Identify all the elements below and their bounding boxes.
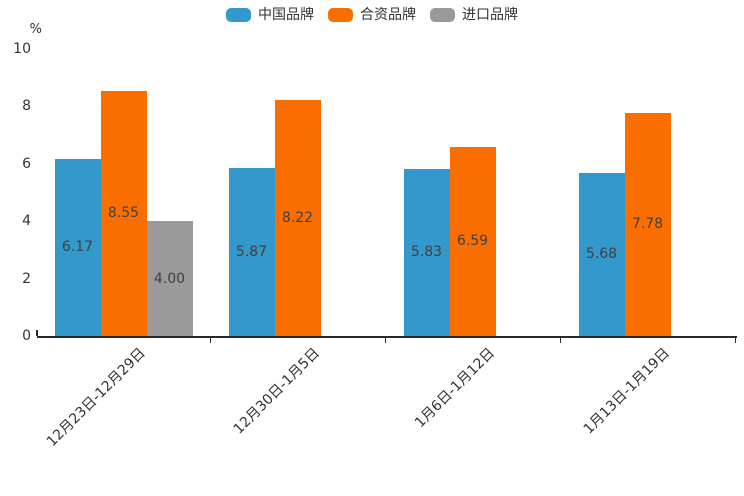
legend-label: 进口品牌 [462, 7, 518, 23]
y-tick-label: 8 [22, 98, 31, 115]
legend: 中国品牌 合资品牌 进口品牌 [0, 8, 744, 22]
legend-label: 中国品牌 [258, 7, 314, 23]
bar-value-label: 8.55 [107, 205, 140, 222]
x-axis-line [37, 336, 737, 338]
x-axis-tick [385, 338, 386, 343]
x-category-label: 1月13日-1月19日 [580, 345, 673, 438]
axis-corner-tick [36, 330, 38, 336]
legend-item-1[interactable]: 合资品牌 [328, 8, 416, 22]
bar-value-label: 7.78 [631, 216, 664, 233]
legend-swatch-icon [430, 8, 455, 22]
bar-value-label: 6.17 [61, 239, 94, 256]
x-category-label: 1月6日-1月12日 [411, 345, 498, 432]
bar[interactable]: 6.17 [54, 158, 101, 336]
bar[interactable]: 5.87 [228, 167, 275, 336]
x-axis-tick [735, 338, 736, 343]
legend-item-2[interactable]: 进口品牌 [430, 8, 518, 22]
bar[interactable]: 6.59 [449, 146, 496, 336]
y-tick-label: 4 [22, 213, 31, 230]
bar-value-label: 4.00 [153, 270, 186, 287]
bar[interactable]: 4.00 [146, 221, 193, 336]
bar-value-label: 5.68 [585, 246, 618, 263]
y-tick-label: 2 [22, 270, 31, 287]
bar[interactable]: 5.83 [403, 168, 450, 336]
bar[interactable]: 7.78 [624, 112, 671, 336]
x-axis-tick [560, 338, 561, 343]
bar-value-label: 6.59 [456, 233, 489, 250]
legend-label: 合资品牌 [360, 7, 416, 23]
legend-swatch-icon [226, 8, 251, 22]
bar[interactable]: 5.68 [578, 172, 625, 336]
bar[interactable]: 8.22 [274, 100, 321, 336]
y-axis-unit-label: % [29, 22, 42, 37]
x-category-label: 12月30日-1月5日 [230, 345, 323, 438]
legend-item-0[interactable]: 中国品牌 [226, 8, 314, 22]
y-tick-label: 6 [22, 155, 31, 172]
x-axis-tick [210, 338, 211, 343]
x-category-label: 12月23日-12月29日 [44, 345, 149, 450]
y-tick-label: 0 [22, 328, 31, 344]
bar-value-label: 5.87 [235, 243, 268, 260]
bar-value-label: 5.83 [410, 244, 443, 261]
bar-value-label: 8.22 [281, 210, 314, 227]
bar[interactable]: 8.55 [100, 90, 147, 336]
y-tick-label: 10 [13, 41, 31, 57]
legend-swatch-icon [328, 8, 353, 22]
